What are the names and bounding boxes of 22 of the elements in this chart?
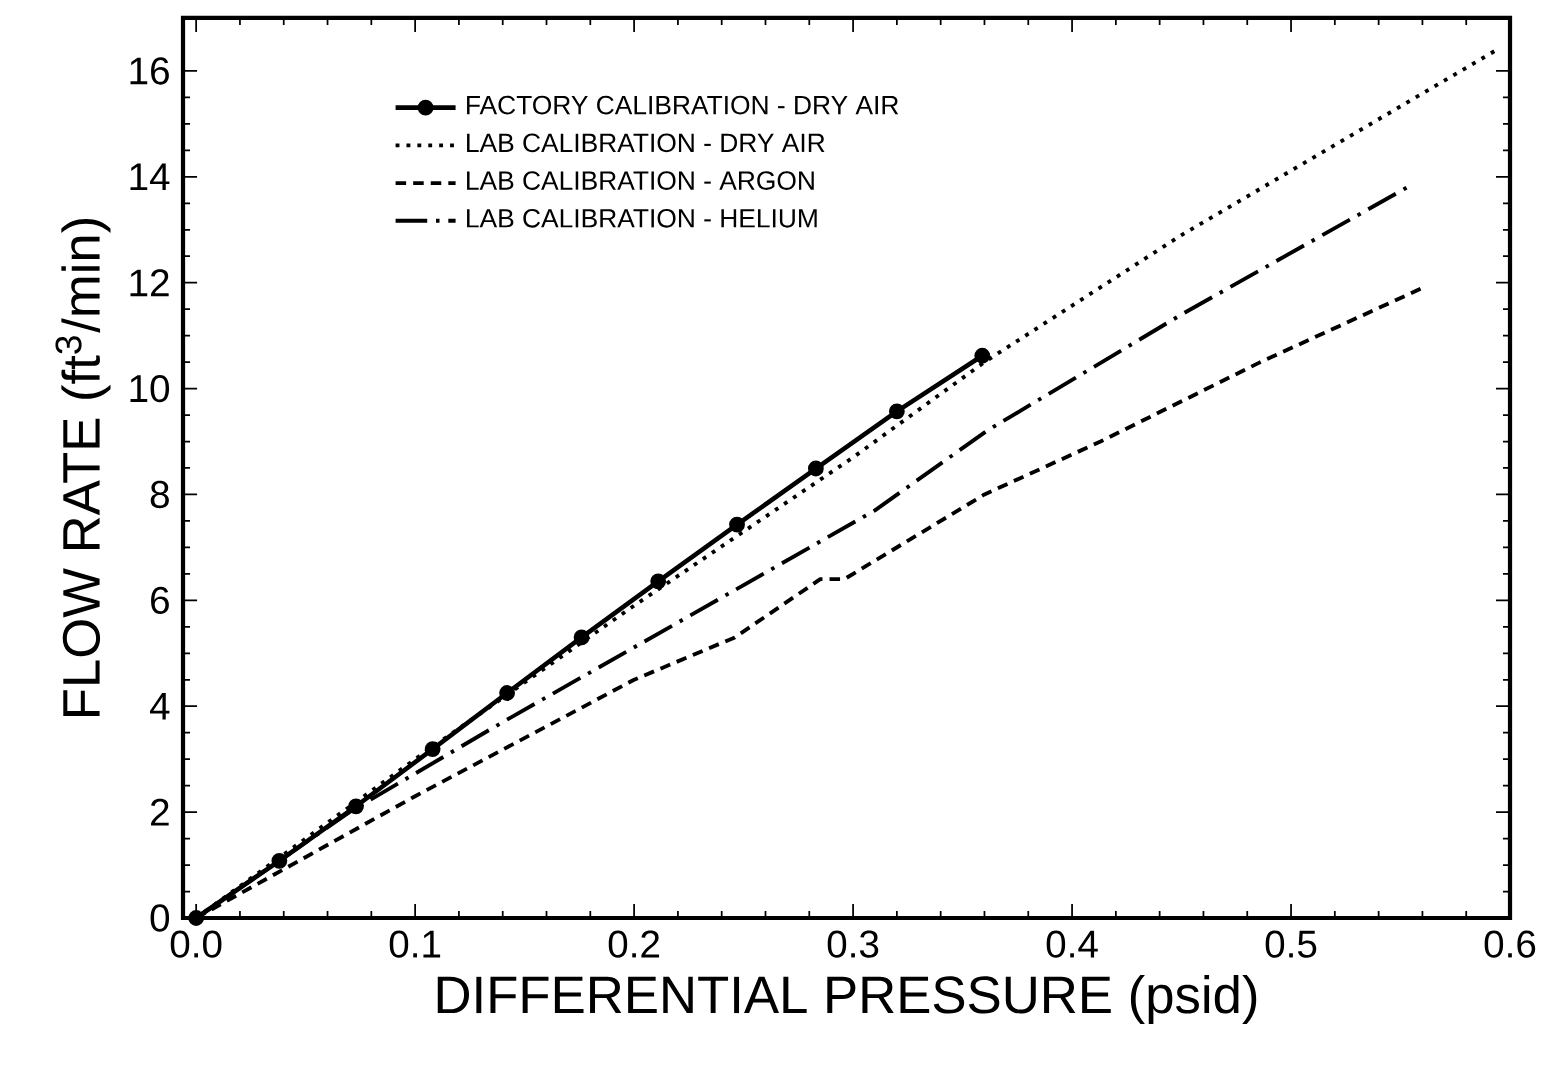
legend-label: FACTORY CALIBRATION - DRY AIR bbox=[467, 95, 899, 115]
y-tick-label: 4 bbox=[149, 692, 170, 720]
y-tick-label: 14 bbox=[130, 163, 170, 191]
x-tick-label: 0.5 bbox=[1265, 930, 1317, 958]
x-tick-label: 0.6 bbox=[1484, 930, 1536, 958]
y-tick-label: 6 bbox=[151, 586, 169, 615]
x-tick-label: 0.0 bbox=[170, 930, 222, 958]
y-tick-label: 16 bbox=[130, 57, 169, 85]
y-tick-label: 0 bbox=[150, 904, 170, 932]
y-tick-label: 2 bbox=[151, 798, 169, 826]
x-tick-label: 0.1 bbox=[389, 930, 441, 958]
x-tick-label: 0.4 bbox=[1046, 930, 1098, 958]
x-tick-label: 0.3 bbox=[827, 930, 879, 958]
legend-label: LAB CALIBRATION - HELIUM bbox=[467, 208, 817, 228]
x-tick-label: 0.2 bbox=[608, 930, 660, 958]
y-tick-label: 10 bbox=[130, 374, 170, 403]
y-tick-label: 8 bbox=[150, 480, 169, 509]
legend-label: LAB CALIBRATION - ARGON bbox=[467, 171, 814, 190]
legend-label: LAB CALIBRATION - DRY AIR bbox=[467, 133, 825, 153]
y-axis-title: FLOW RATE (ft$^{3}$/min) bbox=[55, 219, 111, 716]
y-tick-label: 12 bbox=[130, 269, 169, 297]
x-axis-title: DIFFERENTIAL PRESSURE (psid) bbox=[437, 974, 1257, 1024]
